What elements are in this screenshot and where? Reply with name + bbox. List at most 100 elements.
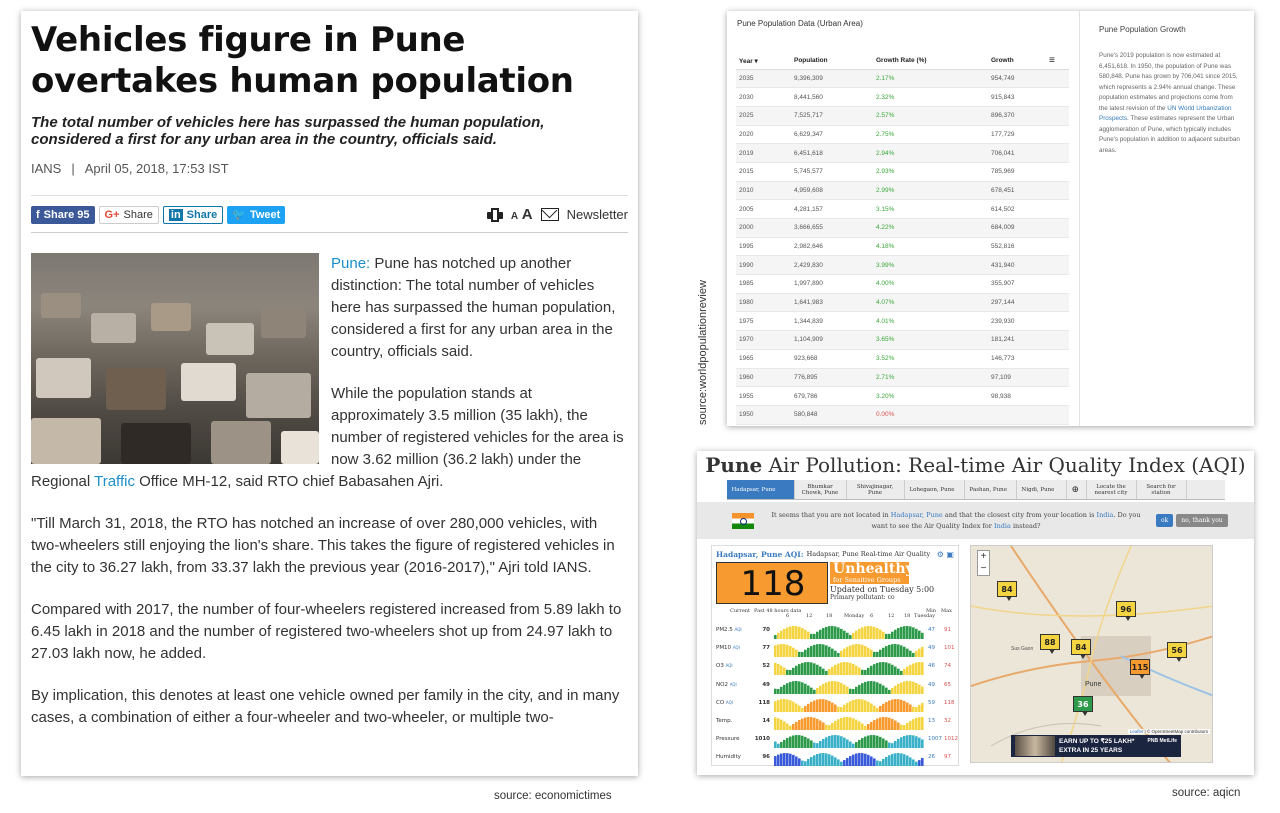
sparkline-bar	[882, 703, 885, 712]
search-station-button[interactable]: Search for station	[1137, 480, 1187, 499]
pollutant-name: PM10 AQI	[716, 645, 740, 651]
sparkline-bar	[807, 738, 810, 749]
cell-empty	[1046, 405, 1069, 425]
history-sparkline	[774, 753, 924, 767]
map-marker[interactable]: 96	[1116, 601, 1136, 621]
sparkline-bar	[870, 626, 873, 639]
sparkline-bar	[783, 721, 786, 730]
station-link[interactable]: Hadapsar, Pune AQI:	[716, 550, 804, 559]
pollutant-row[interactable]: Humidity 96 26 97	[716, 752, 956, 767]
tab-lohegaon[interactable]: Lohegaon, Pune	[905, 480, 965, 499]
sparkline-bar	[849, 635, 852, 639]
tab-bhumkar-chowk[interactable]: Bhumkar Chowk, Pune	[795, 480, 847, 499]
cell-growth: 97,109	[988, 368, 1046, 388]
table-menu-icon[interactable]: ≡	[1046, 53, 1069, 70]
pollutant-row[interactable]: O3 AQI 52 46 74	[716, 661, 956, 676]
paragraph-2-text-a: While the population stands at approxima…	[31, 385, 624, 490]
mail-icon[interactable]	[540, 208, 559, 221]
pollutant-row[interactable]: PM10 AQI 77 49 101	[716, 643, 956, 658]
sparkline-bar	[870, 666, 873, 676]
tab-hadapsar[interactable]: Hadapsar, Pune	[726, 480, 795, 499]
locate-nearest-city-button[interactable]: Locate the nearest city	[1087, 480, 1137, 499]
facebook-icon: f	[36, 208, 40, 221]
sparkline-bar	[777, 688, 780, 694]
hdr-tick-8: Tuesday	[914, 613, 936, 619]
cell-growth-rate: 0.00%	[873, 405, 988, 425]
pollutant-label: PM10	[716, 645, 732, 652]
loc-link-india[interactable]: India	[1096, 510, 1114, 519]
twitter-tweet-button[interactable]: 🐦 Tweet	[227, 205, 286, 224]
print-icon[interactable]	[486, 207, 503, 222]
traffic-link[interactable]: Traffic	[94, 473, 135, 490]
population-row: 1975 1,344,839 4.01% 239,930	[736, 311, 1069, 332]
sparkline-bar	[831, 667, 834, 676]
aqi-map[interactable]: + − 84 96 88 84 56 115 36 Sus Gaon Pune L…	[970, 545, 1213, 763]
pollutant-row[interactable]: CO AQI 118 59 118	[716, 698, 956, 712]
sparkline-bar	[789, 670, 792, 676]
facebook-share-button[interactable]: f Share 95	[31, 205, 95, 224]
advertisement-banner[interactable]: EARN UP TO ₹25 LAKH* EXTRA IN 25 YEARS P…	[1011, 735, 1181, 757]
loc-link-hadapsar[interactable]: Hadapsar, Pune	[890, 510, 943, 519]
sparkline-bar	[819, 698, 822, 712]
ok-button[interactable]: ok	[1156, 514, 1174, 527]
sparkline-bar	[891, 754, 894, 767]
loc-link-india-2[interactable]: India	[994, 521, 1011, 530]
zoom-in-button[interactable]: +	[980, 551, 987, 562]
un-prospects-link[interactable]: UN World Urbanization Prospects	[1099, 104, 1232, 123]
sparkline-bar	[813, 633, 816, 639]
tweet-label: Tweet	[249, 208, 281, 221]
sparkline-bar	[855, 698, 858, 712]
locate-icon[interactable]: ⊕	[1067, 480, 1087, 499]
map-marker[interactable]: 56	[1167, 642, 1187, 662]
sparkline-bar	[894, 666, 897, 676]
pollutant-row[interactable]: Pressure 1010 1007 1012	[716, 734, 958, 749]
map-marker[interactable]: 84	[997, 581, 1017, 601]
hdr-tick-5: 6	[870, 613, 874, 619]
leaflet-link[interactable]: Leaflet	[1129, 729, 1144, 734]
sparkline-bar	[870, 735, 873, 749]
cell-empty	[1046, 106, 1069, 126]
aqi-tag: AQI	[725, 663, 733, 669]
sparkline-bar	[774, 688, 777, 694]
cell-growth-rate: 2.32%	[873, 87, 988, 107]
cell-year: 1990	[736, 255, 791, 276]
card-settings-icons[interactable]: ⚙ ▣	[936, 550, 954, 559]
sparkline-bar	[882, 685, 885, 694]
no-thanks-button[interactable]: no, thank you	[1176, 514, 1228, 527]
col-growth-rate[interactable]: Growth Rate (%)	[873, 53, 988, 70]
pollutant-row[interactable]: Temp. 14 13 32	[716, 716, 956, 730]
col-growth[interactable]: Growth	[988, 53, 1046, 70]
pollutant-min: 59	[928, 699, 935, 706]
pollutant-row[interactable]: PM2.5 AQI 70 47 91	[716, 625, 956, 639]
map-marker[interactable]: 88	[1040, 634, 1060, 654]
google-plus-share-button[interactable]: G+ Share	[98, 205, 159, 224]
sparkline-bar	[858, 721, 861, 730]
map-marker[interactable]: 115	[1130, 659, 1150, 679]
newsletter-link[interactable]: Newsletter	[566, 207, 628, 222]
tab-pashan[interactable]: Pashan, Pune	[965, 480, 1017, 499]
loc-text-d: instead?	[1010, 521, 1041, 530]
col-population[interactable]: Population	[791, 53, 873, 70]
sparkline-bar	[849, 741, 852, 749]
font-size-toggle[interactable]: A A	[511, 206, 533, 223]
sparkline-bar	[864, 700, 867, 712]
col-year[interactable]: Year ▾	[736, 53, 791, 70]
font-small-icon[interactable]: A	[510, 211, 519, 222]
sparkline-bar	[909, 680, 912, 694]
sparkline-bar	[816, 754, 819, 767]
font-big-icon[interactable]: A	[521, 206, 533, 223]
sparkline-bar	[852, 664, 855, 676]
map-marker[interactable]: 36	[1073, 696, 1093, 716]
zoom-out-button[interactable]: −	[980, 563, 987, 574]
pollutant-row[interactable]: NO2 AQI 49 49 65	[716, 680, 956, 694]
sparkline-bar	[876, 663, 879, 676]
sparkline-bar	[792, 755, 795, 767]
map-marker[interactable]: 84	[1071, 639, 1091, 659]
pune-link[interactable]: Pune:	[331, 255, 371, 272]
sparkline-bar	[888, 742, 891, 749]
sparkline-bar	[846, 739, 849, 749]
tab-shivajinagar[interactable]: Shivajinagar, Pune	[847, 480, 905, 499]
linkedin-share-button[interactable]: in Share	[162, 205, 224, 224]
tab-nigdi[interactable]: Nigdi, Pune	[1017, 480, 1067, 499]
sparkline-bar	[831, 755, 834, 767]
